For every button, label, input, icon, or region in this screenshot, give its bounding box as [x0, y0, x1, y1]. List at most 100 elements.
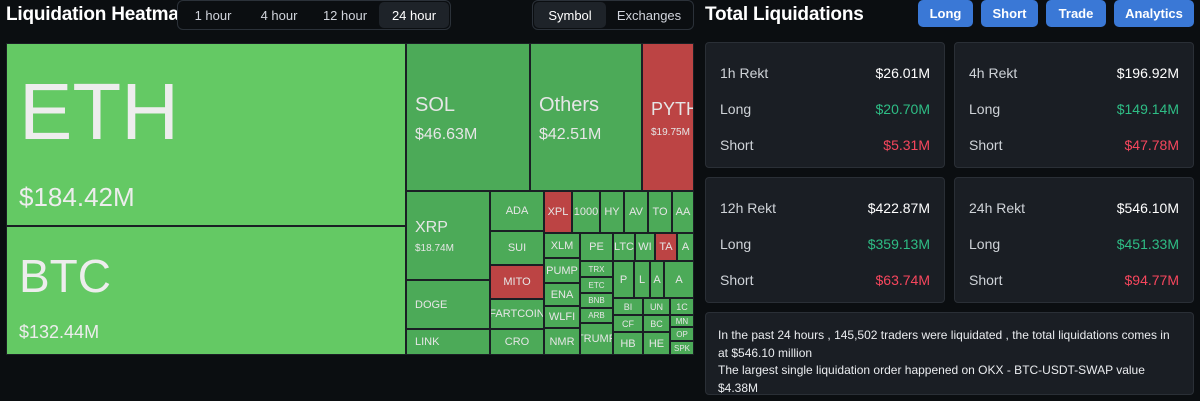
panel-total: $26.01M [875, 65, 930, 81]
heatmap-tile-etc[interactable]: ETC [580, 277, 613, 293]
view-symbol-tab[interactable]: Symbol [534, 2, 606, 28]
heatmap-tile-un[interactable]: UN [643, 298, 670, 315]
heatmap-tile-1000[interactable]: 1000 [572, 191, 600, 233]
tile-symbol: HB [620, 337, 636, 350]
tile-symbol: A [653, 273, 661, 286]
timeframe-1h-tab[interactable]: 1 hour [194, 7, 232, 23]
heatmap-tile-bc[interactable]: BC [643, 315, 670, 332]
heatmap-tile-aa[interactable]: AA [672, 191, 694, 233]
tile-symbol: SOL [415, 94, 456, 116]
tile-symbol: ADA [505, 205, 529, 217]
heatmap-tile-bnb[interactable]: BNB [580, 293, 613, 308]
view-selector: Symbol Exchanges [532, 0, 694, 30]
heatmap-tile-he[interactable]: HE [643, 332, 670, 355]
heatmap-tile-av[interactable]: AV [624, 191, 648, 233]
rekt-panel-1h: 1h Rekt $26.01M Long $20.70M Short $5.31M [705, 42, 945, 168]
heatmap-tile-a[interactable]: A [664, 261, 694, 298]
tile-symbol: FARTCOIN [490, 308, 544, 320]
tile-symbol: TO [652, 206, 668, 218]
heatmap-tile-wi[interactable]: WI [635, 233, 655, 261]
heatmap-tile-bi[interactable]: BI [613, 298, 643, 315]
panel-total: $546.10M [1116, 200, 1179, 216]
tile-symbol: PE [589, 241, 604, 253]
tile-symbol: HE [648, 337, 665, 350]
analytics-button[interactable]: Analytics [1114, 0, 1194, 27]
panel-title: 1h Rekt [720, 65, 769, 81]
heatmap-tile-eth[interactable]: ETH $184.42M [6, 43, 406, 226]
tile-symbol: XPL [547, 206, 569, 218]
heatmap-tile-mito[interactable]: MITO [490, 265, 544, 299]
tile-symbol: A [675, 273, 683, 286]
long-button[interactable]: Long [918, 0, 973, 27]
short-value: $5.31M [883, 137, 930, 153]
tile-symbol: ENA [550, 288, 574, 301]
heatmap-tile-to[interactable]: TO [648, 191, 672, 233]
tile-symbol: 1000 [573, 206, 599, 218]
short-button[interactable]: Short [981, 0, 1038, 27]
heatmap-tile-cro[interactable]: CRO [490, 329, 544, 355]
heatmap-tile-ta[interactable]: TA [655, 233, 677, 261]
heatmap-tile-fartcoin[interactable]: FARTCOIN [490, 299, 544, 329]
timeframe-selector: 1 hour 4 hour 12 hour 24 hour [177, 0, 451, 30]
heatmap-tile-op[interactable]: OP [670, 327, 694, 341]
heatmap-tile-sol[interactable]: SOL $46.63M [406, 43, 530, 191]
long-label: Long [720, 101, 752, 117]
heatmap-tile-xrp[interactable]: XRP $18.74M [406, 191, 490, 280]
tile-symbol: ARB [588, 311, 605, 320]
tile-symbol: MN [675, 316, 689, 326]
heatmap-tile-hy[interactable]: HY [600, 191, 624, 233]
tile-symbol: LTC [614, 241, 634, 253]
long-label: Long [720, 236, 752, 252]
panel-total: $422.87M [867, 200, 930, 216]
timeframe-24h-tab[interactable]: 24 hour [379, 2, 449, 28]
heatmap-tile-sui[interactable]: SUI [490, 231, 544, 265]
tile-value: $132.44M [19, 322, 100, 342]
tile-symbol: XLM [550, 239, 574, 252]
heatmap-tile-btc[interactable]: BTC $132.44M [6, 226, 406, 355]
heatmap-tile-others[interactable]: Others $42.51M [530, 43, 642, 191]
tile-symbol: XRP [415, 219, 448, 236]
heatmap-tile-trx[interactable]: TRX [580, 261, 613, 277]
heatmap-tile-link[interactable]: LINK [406, 329, 490, 355]
long-label: Long [969, 236, 1001, 252]
short-value: $47.78M [1124, 137, 1179, 153]
tile-symbol: MITO [503, 276, 531, 288]
timeframe-4h-tab[interactable]: 4 hour [260, 7, 298, 23]
trade-button[interactable]: Trade [1046, 0, 1106, 27]
timeframe-12h-tab[interactable]: 12 hour [322, 7, 368, 23]
tile-symbol: SUI [507, 242, 527, 254]
heatmap-tile-nmr[interactable]: NMR [544, 328, 580, 355]
heatmap-tile-pe[interactable]: PE [580, 233, 613, 261]
heatmap-tile-p[interactable]: P [613, 261, 634, 298]
tile-value: $46.63M [415, 126, 478, 143]
heatmap-tile-ena[interactable]: ENA [544, 283, 580, 306]
heatmap-tile-ada[interactable]: ADA [490, 191, 544, 231]
tile-symbol: CF [622, 318, 634, 329]
heatmap-tile-a[interactable]: A [677, 233, 694, 261]
tile-value: $184.42M [19, 182, 135, 212]
heatmap-tile-ltc[interactable]: LTC [613, 233, 635, 261]
heatmap-tile-spk[interactable]: SPK [670, 341, 694, 355]
heatmap-tile-pyth[interactable]: PYTH $19.75M [642, 43, 694, 191]
tile-symbol: AV [629, 206, 643, 218]
heatmap-tile-mn[interactable]: MN [670, 315, 694, 327]
view-exchanges-tab[interactable]: Exchanges [616, 7, 682, 23]
tile-symbol: WI [638, 241, 652, 253]
heatmap-tile-doge[interactable]: DOGE [406, 280, 490, 329]
heatmap-tile-hb[interactable]: HB [613, 332, 643, 355]
heatmap-tile-xpl[interactable]: XPL [544, 191, 572, 233]
heatmap-tile-cf[interactable]: CF [613, 315, 643, 332]
tile-symbol: L [638, 273, 646, 286]
tile-symbol: HY [604, 206, 620, 218]
tile-value: $19.75M [651, 127, 690, 138]
heatmap-tile-1c[interactable]: 1C [670, 298, 694, 315]
heatmap-tile-arb[interactable]: ARB [580, 308, 613, 323]
tile-symbol: BI [623, 301, 633, 312]
heatmap-tile-trump[interactable]: TRUMP [580, 323, 613, 355]
heatmap-tile-wlfi[interactable]: WLFI [544, 306, 580, 328]
heatmap-tile-pump[interactable]: PUMP [544, 258, 580, 283]
heatmap-tile-l[interactable]: L [634, 261, 650, 298]
heatmap-tile-a[interactable]: A [650, 261, 664, 298]
heatmap-tile-xlm[interactable]: XLM [544, 233, 580, 258]
liquidation-heatmap: ETH $184.42M BTC $132.44M SOL $46.63M Others $4… [6, 43, 694, 355]
